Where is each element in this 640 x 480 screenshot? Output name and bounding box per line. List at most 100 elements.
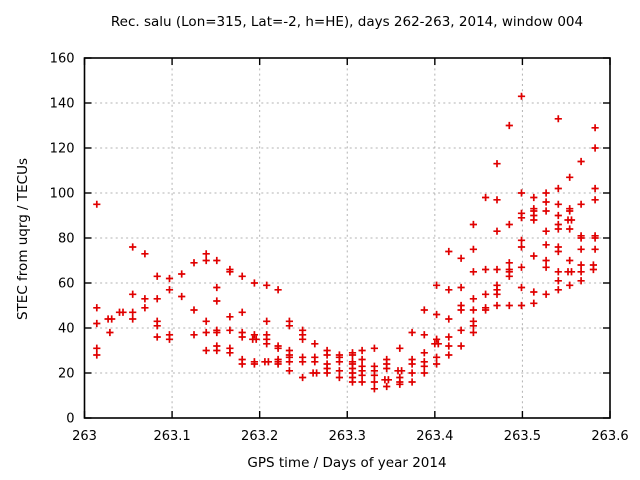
- data-point: [108, 315, 116, 323]
- y-tick-label: 160: [50, 52, 75, 67]
- data-point: [554, 211, 562, 220]
- data-point: [577, 268, 585, 276]
- data-point: [469, 328, 477, 337]
- data-point: [542, 227, 550, 235]
- data-point: [153, 295, 161, 303]
- data-point: [348, 378, 357, 386]
- data-point: [238, 333, 246, 341]
- data-point: [178, 292, 186, 301]
- data-point: [213, 256, 221, 265]
- data-point: [93, 344, 101, 352]
- data-point: [433, 281, 441, 289]
- data-point: [577, 261, 585, 269]
- data-point: [433, 353, 441, 361]
- data-point: [589, 265, 597, 274]
- data-point: [554, 277, 562, 285]
- data-point: [445, 333, 453, 341]
- data-point: [311, 358, 319, 366]
- data-point: [445, 247, 453, 256]
- data-point: [226, 349, 234, 357]
- data-point: [358, 355, 366, 364]
- data-point: [542, 290, 550, 298]
- data-point: [554, 286, 562, 294]
- chart-title: Rec. salu (Lon=315, Lat=-2, h=HE), days …: [110, 14, 584, 30]
- data-point: [591, 245, 599, 253]
- data-point: [202, 250, 210, 258]
- data-point: [591, 184, 599, 193]
- data-point: [517, 301, 526, 310]
- data-point: [530, 193, 538, 202]
- data-point: [493, 301, 501, 310]
- data-point: [457, 283, 465, 292]
- data-point: [153, 333, 161, 341]
- data-point: [213, 346, 221, 355]
- data-point: [517, 243, 526, 251]
- data-point: [408, 378, 416, 386]
- data-point: [517, 263, 526, 271]
- data-point: [482, 290, 490, 298]
- y-tick-label: 0: [66, 412, 74, 427]
- x-tick-label: 263: [72, 429, 97, 444]
- data-point: [469, 322, 477, 330]
- data-point: [445, 286, 453, 294]
- data-point: [554, 225, 562, 233]
- data-point: [323, 369, 331, 377]
- data-point: [141, 295, 149, 303]
- data-point: [250, 279, 258, 287]
- data-point: [238, 272, 246, 280]
- data-point: [165, 335, 174, 343]
- data-point: [591, 234, 599, 242]
- data-point: [554, 115, 562, 123]
- data-point: [445, 342, 453, 350]
- data-point: [517, 214, 526, 222]
- data-point: [517, 236, 526, 244]
- data-point: [299, 373, 307, 382]
- data-point: [396, 380, 404, 388]
- y-tick-label: 20: [58, 367, 75, 382]
- data-point: [408, 360, 416, 368]
- data-point: [530, 288, 538, 296]
- data-point: [420, 306, 428, 314]
- data-point: [530, 252, 538, 260]
- data-point: [285, 367, 293, 375]
- data-point: [517, 92, 526, 100]
- data-point: [238, 360, 246, 368]
- data-point: [226, 326, 234, 334]
- data-point: [335, 373, 343, 382]
- data-point: [274, 286, 282, 294]
- x-tick-label: 263.6: [591, 429, 628, 444]
- data-point: [542, 256, 550, 265]
- data-point: [396, 344, 404, 352]
- data-point: [566, 281, 574, 289]
- data-point: [505, 259, 513, 267]
- data-point: [433, 335, 441, 343]
- data-point: [153, 272, 161, 280]
- data-point: [566, 173, 574, 181]
- data-point: [129, 290, 137, 298]
- data-point: [530, 299, 538, 307]
- data-point: [482, 306, 490, 314]
- data-point: [505, 301, 513, 310]
- data-point: [370, 385, 378, 393]
- data-point: [213, 283, 221, 292]
- data-point: [493, 196, 501, 204]
- data-point: [408, 369, 416, 377]
- data-point: [420, 369, 428, 377]
- data-point: [469, 306, 477, 314]
- data-point: [577, 245, 585, 253]
- x-tick-label: 263.2: [241, 429, 278, 444]
- data-point: [577, 200, 585, 208]
- data-point: [434, 340, 442, 348]
- data-point: [493, 227, 501, 235]
- data-point: [106, 328, 114, 337]
- data-point: [238, 308, 246, 316]
- data-point: [420, 349, 428, 357]
- data-point: [493, 160, 501, 168]
- data-point: [482, 265, 490, 274]
- data-point: [542, 241, 550, 249]
- y-tick-label: 60: [58, 277, 75, 292]
- data-point: [591, 196, 599, 204]
- x-tick-label: 263.1: [153, 429, 190, 444]
- data-point: [274, 344, 282, 352]
- data-point: [482, 193, 490, 202]
